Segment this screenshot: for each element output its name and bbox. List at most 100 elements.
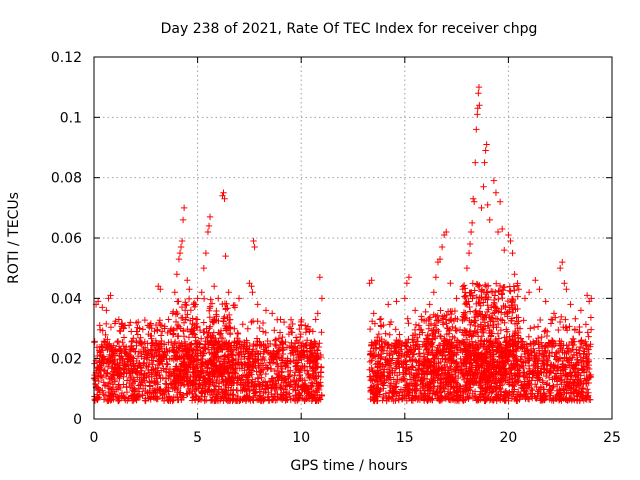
- data-point: [402, 358, 409, 365]
- data-point: [542, 393, 549, 400]
- data-point: [220, 189, 227, 196]
- data-point: [509, 249, 516, 257]
- data-point: [491, 304, 499, 311]
- data-point: [511, 332, 518, 339]
- data-point: [272, 336, 280, 343]
- data-point: [287, 378, 294, 385]
- data-point: [120, 334, 128, 341]
- data-point: [287, 325, 295, 332]
- data-point: [490, 177, 498, 184]
- data-point: [513, 343, 521, 350]
- data-point: [525, 289, 533, 296]
- data-point: [535, 341, 542, 348]
- data-point: [130, 365, 138, 372]
- data-point: [221, 360, 229, 368]
- data-point: [286, 392, 294, 400]
- data-point: [281, 386, 289, 393]
- data-point: [466, 328, 473, 335]
- data-point: [229, 352, 237, 359]
- data-point: [449, 384, 457, 392]
- data-point: [562, 371, 570, 378]
- data-point: [214, 353, 222, 360]
- data-point: [283, 382, 291, 389]
- data-point: [372, 389, 379, 396]
- data-point: [231, 339, 238, 346]
- data-point: [105, 397, 112, 404]
- data-point: [225, 319, 233, 327]
- data-point: [277, 395, 284, 402]
- data-point: [195, 373, 202, 381]
- data-point: [318, 329, 325, 336]
- data-point: [487, 353, 494, 360]
- data-point: [135, 384, 143, 392]
- data-point: [428, 340, 435, 348]
- data-point: [196, 326, 204, 334]
- data-point: [511, 365, 519, 373]
- data-point: [256, 392, 264, 399]
- data-point: [437, 307, 444, 314]
- data-point: [443, 324, 451, 332]
- data-point: [572, 315, 579, 322]
- data-point: [306, 374, 313, 382]
- data-point: [437, 349, 444, 356]
- data-point: [206, 307, 213, 314]
- data-point: [543, 361, 550, 368]
- data-point: [151, 378, 158, 385]
- data-point: [244, 325, 252, 333]
- data-point: [197, 335, 205, 342]
- data-point: [249, 376, 256, 383]
- data-point: [411, 346, 418, 353]
- data-point: [585, 333, 592, 340]
- data-point: [172, 318, 180, 326]
- data-point: [428, 327, 436, 334]
- y-axis-label: ROTI / TECUs: [6, 192, 22, 284]
- data-point: [118, 347, 125, 355]
- data-point: [582, 377, 590, 385]
- data-point: [264, 394, 271, 401]
- data-point: [106, 385, 113, 392]
- data-point: [148, 335, 155, 342]
- data-point: [507, 349, 515, 356]
- data-point: [527, 325, 534, 332]
- data-point: [469, 195, 477, 202]
- data-point: [200, 345, 208, 352]
- data-point: [451, 343, 459, 351]
- data-point: [301, 342, 308, 350]
- data-point: [373, 370, 380, 377]
- data-point: [412, 393, 419, 401]
- data-point: [206, 376, 213, 384]
- data-point: [275, 335, 283, 342]
- data-point: [494, 358, 501, 366]
- data-point: [271, 327, 278, 334]
- data-point: [178, 237, 186, 245]
- data-point: [141, 338, 148, 346]
- data-point: [231, 369, 238, 376]
- data-point: [212, 317, 220, 324]
- data-point: [174, 321, 182, 329]
- data-point: [206, 213, 214, 221]
- data-point: [275, 371, 282, 379]
- data-point: [244, 393, 251, 400]
- data-point: [475, 90, 482, 97]
- data-point: [430, 311, 437, 319]
- data-point: [582, 338, 589, 345]
- data-point: [436, 332, 444, 340]
- data-point: [452, 315, 459, 322]
- data-point: [372, 353, 379, 361]
- data-point: [123, 388, 131, 396]
- data-point: [252, 362, 259, 370]
- data-point: [378, 346, 386, 353]
- data-point: [249, 346, 257, 353]
- data-point: [97, 371, 105, 379]
- data-point: [513, 397, 521, 404]
- data-point: [95, 377, 102, 385]
- data-point: [510, 382, 518, 390]
- data-point: [537, 316, 544, 324]
- data-point: [432, 391, 439, 399]
- data-point: [559, 349, 566, 356]
- data-point: [488, 382, 495, 390]
- data-point: [580, 384, 587, 392]
- data-point: [245, 382, 252, 389]
- data-point: [115, 393, 123, 401]
- data-point: [173, 325, 181, 332]
